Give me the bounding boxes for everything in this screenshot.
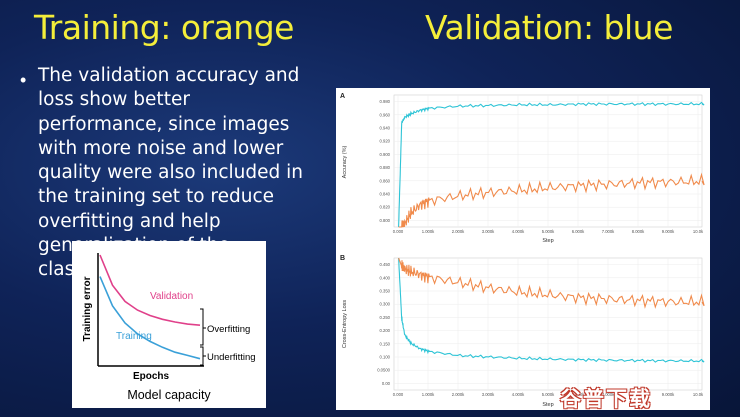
slide-title-validation: Validation: blue [425,8,673,47]
x-tick-label: 3.000k [482,229,495,234]
x-tick-label: 10.0k [693,229,704,234]
y-tick-label: 0.860 [380,178,391,183]
x-tick-label: 9.000k [662,392,675,397]
y-tick-label: 0.100 [380,355,391,360]
x-tick-label: 1.000k [422,229,435,234]
chart-a-y-ticks: 0.800 0.820 0.840 0.860 0.880 0.900 0.920 0.940… [380,99,391,223]
y-tick-label: 0.150 [380,341,391,346]
underfitting-bracket [200,346,204,366]
bullet-icon: • [20,70,27,90]
chart-a-panel-label: A [340,93,345,100]
inset-training-curve [99,276,201,360]
chart-a-grid [394,95,702,227]
chart-a-xlabel: Step [542,238,553,244]
inset-training-label: Training [116,331,152,342]
chart-a-ylabel: Accuracy (%) [342,145,348,178]
chart-b-ylabel: Cross-Entropy Loss [342,300,348,349]
y-tick-label: 0.350 [380,289,391,294]
y-tick-label: 0.920 [380,139,391,144]
y-tick-label: 0.940 [380,126,391,131]
chart-b-grid [394,258,702,390]
inset-caption: Model capacity [127,388,211,402]
overfitting-label: Overfitting [207,324,250,335]
chart-a-x-ticks: 0.000 1.000k 2.000k 3.000k 4.000k 5.000k 6.000… [393,229,704,234]
y-tick-label: 0.400 [380,275,391,280]
x-tick-label: 5.000k [542,229,555,234]
y-tick-label: 0.960 [380,112,391,117]
slide-title-training: Training: orange [34,8,294,47]
chart-b-xlabel: Step [542,402,553,408]
x-tick-label: 2.000k [452,392,465,397]
chart-b-x-ticks: 0.000 1.000k 2.000k 3.000k 4.000k 5.000k 6.000… [393,392,704,397]
x-tick-label: 10.0k [693,392,704,397]
capacity-diagram: Validation Training Overfitting Underfit… [72,241,266,408]
y-tick-label: 0.450 [380,262,391,267]
chart-b-training-line [398,257,705,309]
chart-a-validation-line [398,101,705,228]
x-tick-label: 4.000k [512,229,525,234]
x-tick-label: 6.000k [572,229,585,234]
x-tick-label: 8.000k [632,392,645,397]
y-tick-label: 0.980 [380,99,391,104]
y-tick-label: 0.880 [380,165,391,170]
y-tick-label: 0.800 [380,218,391,223]
x-tick-label: 0.000 [393,229,404,234]
underfitting-label: Underfitting [207,352,256,363]
x-tick-label: 7.000k [602,229,615,234]
y-tick-label: 0.820 [380,205,391,210]
training-charts-panel: A 0.800 0.820 0.840 0.860 0.880 0.900 0.920 0.9… [336,88,710,410]
x-tick-label: 1.000k [422,392,435,397]
x-tick-label: 7.000k [602,392,615,397]
overfitting-bracket [200,308,204,346]
x-tick-label: 5.000k [542,392,555,397]
inset-validation-label: Validation [150,291,193,302]
watermark-logo: 谷普下载 [560,387,652,411]
x-tick-label: 3.000k [482,392,495,397]
y-tick-label: 0.840 [380,192,391,197]
y-tick-label: 0.300 [380,302,391,307]
chart-b-validation-line [398,257,705,363]
x-tick-label: 9.000k [662,229,675,234]
y-tick-label: 0.250 [380,315,391,320]
y-tick-label: 0.900 [380,152,391,157]
chart-a-training-line [398,172,705,228]
y-tick-label: 0.200 [380,328,391,333]
x-tick-label: 4.000k [512,392,525,397]
inset-validation-curve [99,254,201,326]
chart-b-panel-label: B [340,255,345,262]
y-tick-label: 0.0500 [377,368,390,373]
x-tick-label: 0.000 [393,392,404,397]
y-tick-label: 0.00 [382,381,391,386]
capacity-diagram-svg: Validation Training Overfitting Underfit… [82,253,256,402]
chart-b-y-ticks: 0.00 0.0500 0.100 0.150 0.200 0.250 0.300 0.350… [377,262,390,386]
training-charts-svg: A 0.800 0.820 0.840 0.860 0.880 0.900 0.920 0.9… [340,93,705,408]
x-tick-label: 6.000k [572,392,585,397]
x-tick-label: 8.000k [632,229,645,234]
inset-xlabel: Epochs [133,371,170,382]
inset-ylabel: Training error [82,276,93,341]
x-tick-label: 2.000k [452,229,465,234]
